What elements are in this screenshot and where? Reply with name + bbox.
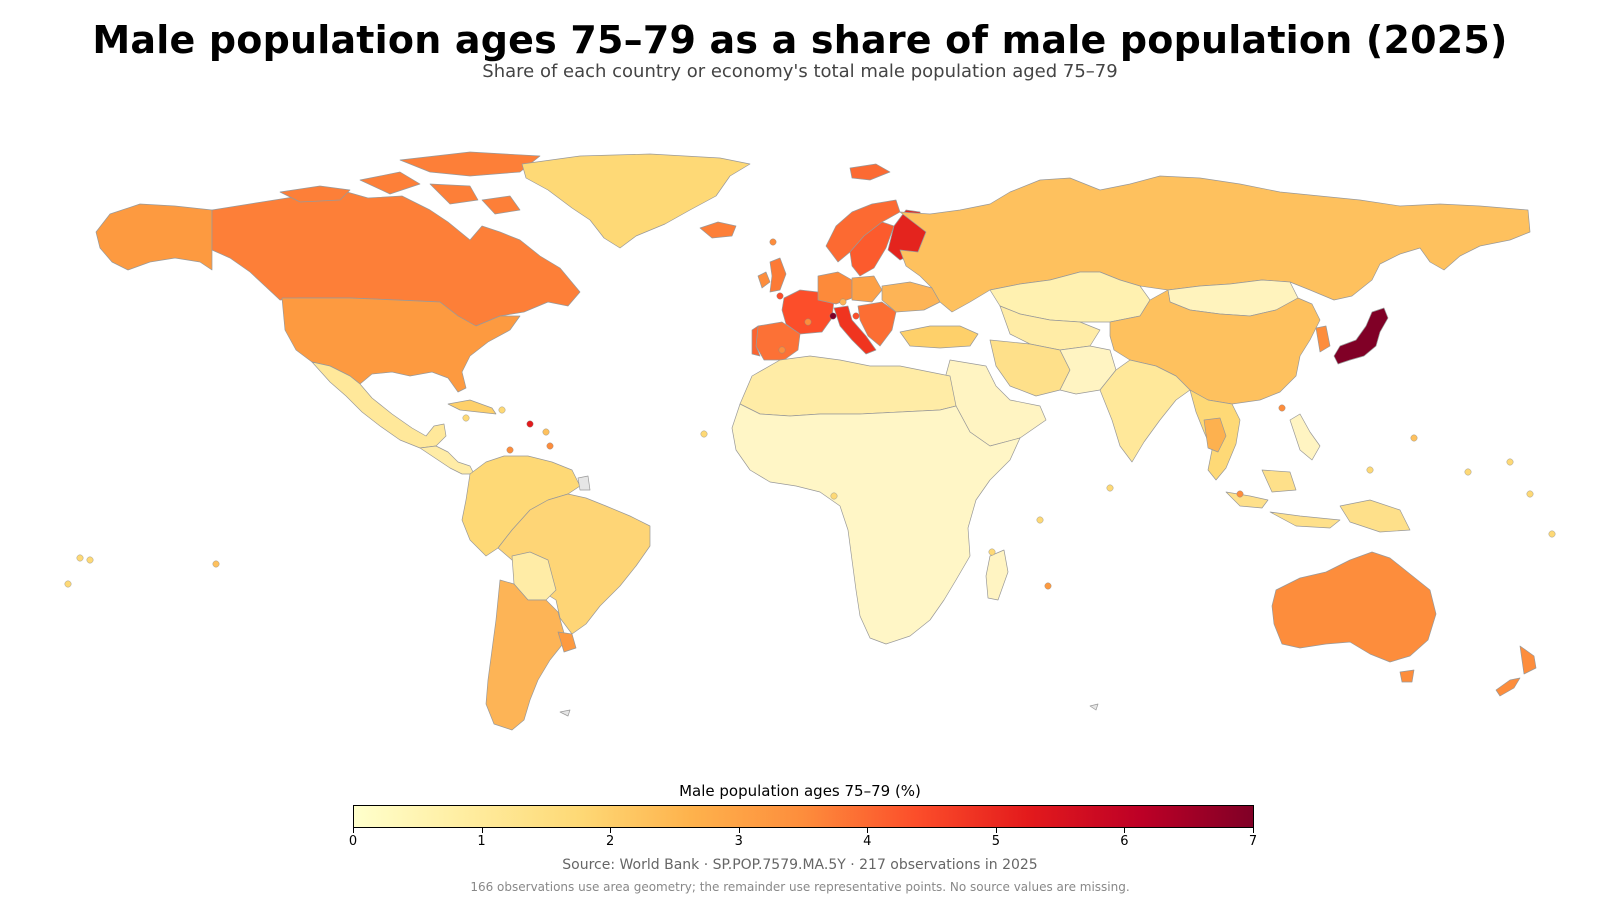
region-philippines[interactable] — [1289, 413, 1321, 461]
point-marker[interactable] — [1464, 468, 1472, 476]
point-marker[interactable] — [64, 580, 72, 588]
point-marker[interactable] — [830, 492, 838, 500]
point-marker[interactable] — [988, 548, 996, 556]
region-italy[interactable] — [833, 305, 877, 355]
point-marker[interactable] — [700, 430, 708, 438]
point-marker[interactable] — [776, 292, 784, 300]
point-marker[interactable] — [769, 238, 777, 246]
colorbar-tick-mark — [353, 828, 354, 833]
point-marker[interactable] — [542, 428, 550, 436]
colorbar — [353, 805, 1254, 828]
region-turkey[interactable] — [899, 325, 979, 349]
region-madagascar[interactable] — [985, 549, 1009, 601]
point-marker[interactable] — [804, 318, 812, 326]
region-balkans[interactable] — [857, 301, 897, 347]
region-new-zealand[interactable] — [1495, 645, 1537, 697]
point-marker[interactable] — [1044, 582, 1052, 590]
region-south-korea[interactable] — [1315, 325, 1331, 353]
region-united-kingdom[interactable] — [769, 257, 787, 293]
region-argentina-chile[interactable] — [485, 579, 567, 731]
map-subtitle: Share of each country or economy's total… — [482, 61, 1118, 82]
point-marker[interactable] — [829, 312, 837, 320]
point-marker[interactable] — [1106, 484, 1114, 492]
point-marker[interactable] — [1366, 466, 1374, 474]
region-ukraine[interactable] — [881, 281, 941, 313]
point-marker[interactable] — [1410, 434, 1418, 442]
colorbar-tick-label: 4 — [863, 834, 872, 849]
colorbar-tick-label: 6 — [1120, 834, 1129, 849]
region-mexico[interactable] — [311, 361, 447, 449]
point-marker[interactable] — [86, 556, 94, 564]
point-marker[interactable] — [1506, 458, 1514, 466]
region-north-africa[interactable] — [739, 355, 957, 417]
point-marker[interactable] — [1278, 404, 1286, 412]
colorbar-tick-label: 1 — [477, 834, 486, 849]
region-germany[interactable] — [817, 271, 853, 305]
point-marker[interactable] — [852, 312, 860, 320]
colorbar-tick-label: 2 — [606, 834, 615, 849]
point-marker[interactable] — [1236, 490, 1244, 498]
region-svalbard[interactable] — [849, 163, 891, 181]
region-cuba[interactable] — [447, 399, 497, 415]
region-africa[interactable] — [731, 403, 1021, 645]
point-marker[interactable] — [498, 406, 506, 414]
region-japan[interactable] — [1333, 307, 1389, 365]
region-portugal[interactable] — [751, 325, 761, 357]
point-marker[interactable] — [462, 414, 470, 422]
point-marker[interactable] — [1526, 490, 1534, 498]
colorbar-tick-mark — [1253, 828, 1254, 833]
region-greenland[interactable] — [521, 153, 751, 249]
point-marker[interactable] — [506, 446, 514, 454]
map-title: Male population ages 75–79 as a share of… — [92, 18, 1508, 62]
colorbar-tick-mark — [1124, 828, 1126, 833]
point-marker[interactable] — [212, 560, 220, 568]
point-marker[interactable] — [76, 554, 84, 562]
point-marker[interactable] — [839, 298, 847, 306]
region-sweden[interactable] — [849, 221, 895, 277]
colorbar-tick-mark — [610, 828, 612, 833]
colorbar-tick-label: 5 — [991, 834, 1000, 849]
region-india[interactable] — [1099, 359, 1191, 463]
region-australia[interactable] — [1271, 551, 1437, 663]
region-no-data — [559, 475, 1099, 717]
point-marker[interactable] — [526, 420, 534, 428]
colorbar-title: Male population ages 75–79 (%) — [679, 782, 921, 800]
point-marker[interactable] — [778, 346, 786, 354]
region-uruguay[interactable] — [557, 631, 577, 653]
point-marker[interactable] — [1036, 516, 1044, 524]
colorbar-tick-mark — [995, 828, 997, 833]
region-alaska[interactable] — [95, 203, 213, 271]
colorbar-tick-label: 7 — [1248, 834, 1258, 849]
region-ireland[interactable] — [757, 271, 771, 289]
region-iceland[interactable] — [699, 221, 737, 239]
colorbar-tick-mark — [481, 828, 483, 833]
region-central-america[interactable] — [419, 445, 475, 475]
point-marker[interactable] — [1548, 530, 1556, 538]
colorbar-tick-label: 0 — [348, 834, 358, 849]
colorbar-tick-mark — [867, 828, 869, 833]
region-spain[interactable] — [755, 321, 801, 361]
note-text: 166 observations use area geometry; the … — [470, 880, 1130, 894]
region-indonesia[interactable] — [1225, 469, 1411, 533]
colorbar-tick-mark — [738, 828, 740, 833]
region-thailand[interactable] — [1203, 417, 1227, 453]
region-poland[interactable] — [851, 275, 883, 303]
colorbar-tick-label: 3 — [734, 834, 743, 849]
point-marker[interactable] — [546, 442, 554, 450]
region-central-asia[interactable] — [999, 305, 1101, 351]
region-canada-islands[interactable] — [279, 151, 541, 215]
region-tasmania[interactable] — [1399, 669, 1415, 683]
source-text: Source: World Bank · SP.POP.7579.MA.5Y ·… — [562, 857, 1038, 873]
